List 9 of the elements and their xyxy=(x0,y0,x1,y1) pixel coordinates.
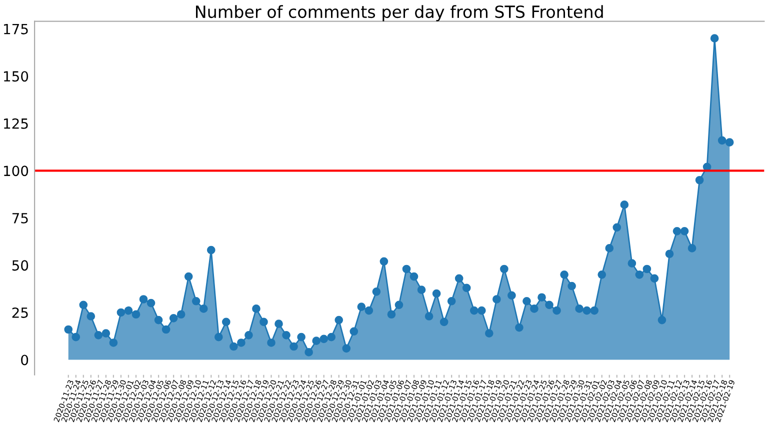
y-tick-label: 125 xyxy=(4,118,28,129)
y-tick-label: 0 xyxy=(21,354,28,366)
y-tick-label: 75 xyxy=(12,213,28,224)
y-tick-label: 175 xyxy=(4,24,28,34)
y-tick-label: 50 xyxy=(12,260,28,271)
y-tick-label: 25 xyxy=(12,307,28,318)
chart-title: Number of comments per day from STS Frontend xyxy=(196,5,603,22)
y-tick-label: 150 xyxy=(4,71,28,82)
y-tick-label: 100 xyxy=(4,166,28,176)
